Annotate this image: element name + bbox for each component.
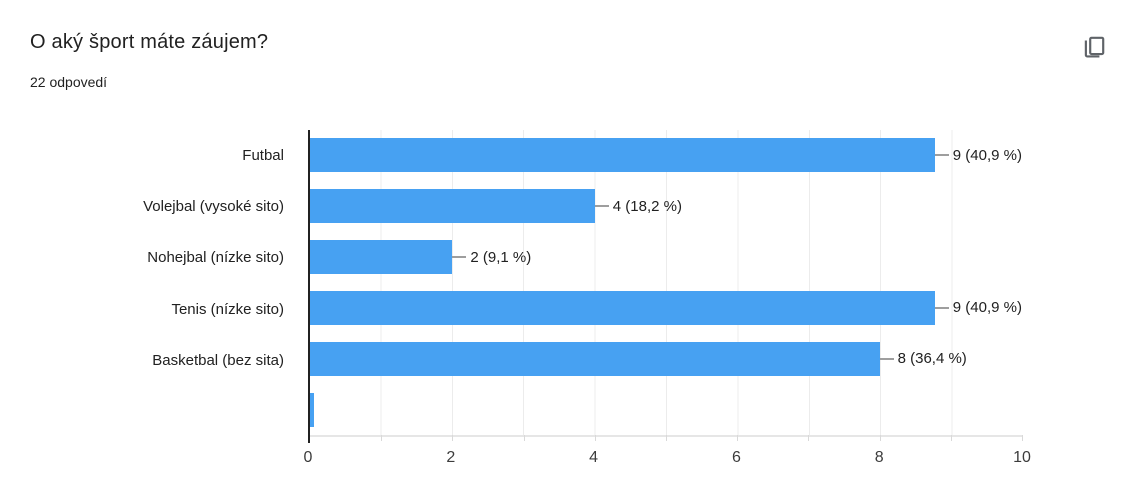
bar[interactable] [310, 189, 595, 224]
axis-tick-mark [950, 435, 952, 441]
x-axis-tick-label: 0 [303, 449, 313, 466]
responses-count: 22 odpovedí [30, 74, 108, 90]
question-title: O aký šport máte záujem? [30, 31, 269, 53]
bar[interactable] [310, 240, 453, 275]
leader-line [879, 357, 894, 360]
axis-tick-mark [1022, 435, 1023, 441]
value-label: 9 (40,9 %) [952, 299, 1022, 317]
bar-row: 9 (40,9 %) [310, 130, 1022, 181]
bar[interactable] [310, 341, 880, 376]
copy-chart-button[interactable] [1074, 28, 1114, 68]
x-axis-tick-label: 6 [731, 449, 741, 466]
category-axis-labels: Futbal Volejbal (vysoké sito) Nohejbal (ní… [0, 130, 296, 437]
category-label [0, 386, 296, 437]
bar-row: 2 (9,1 %) [310, 232, 1022, 283]
bar-row: 9 (40,9 %) [310, 282, 1022, 333]
axis-tick-mark [594, 435, 596, 441]
leader-line [452, 256, 467, 259]
bar-row: 4 (18,2 %) [310, 181, 1022, 232]
bar[interactable] [310, 392, 314, 427]
axis-tick-mark [452, 435, 454, 441]
value-label: 9 (40,9 %) [952, 146, 1022, 164]
category-label: Futbal [242, 147, 284, 165]
bar-rows: 9 (40,9 %) 4 (18,2 %) 2 (9,1 %) 9 (40,9 %) 8… [310, 130, 1022, 435]
leader-line [934, 154, 949, 157]
value-label: 8 (36,4 %) [897, 350, 967, 368]
bar-row [310, 384, 1022, 435]
category-label: Tenis (nízke sito) [171, 300, 284, 318]
bar-chart-plot-area: 9 (40,9 %) 4 (18,2 %) 2 (9,1 %) 9 (40,9 %) 8… [308, 130, 1023, 443]
category-label: Nohejbal (nízke sito) [147, 249, 284, 267]
axis-tick-mark [879, 435, 881, 441]
x-axis-tick-label: 8 [874, 449, 884, 466]
x-axis-tick-label: 2 [446, 449, 456, 466]
axis-tick-mark [737, 435, 739, 441]
category-label: Volejbal (vysoké sito) [143, 198, 284, 216]
leader-line [594, 205, 609, 208]
category-label: Basketbal (bez sita) [152, 351, 284, 369]
bar[interactable] [310, 138, 935, 173]
x-axis-tick-labels: 0 2 4 6 8 10 [304, 449, 1031, 471]
leader-line [934, 306, 949, 309]
value-label: 4 (18,2 %) [612, 197, 682, 215]
value-label: 2 (9,1 %) [470, 248, 532, 266]
axis-tick-mark [808, 435, 810, 441]
axis-tick-mark [381, 435, 383, 441]
x-axis-tick-label: 4 [589, 449, 599, 466]
bar-row: 8 (36,4 %) [310, 333, 1022, 384]
bar[interactable] [310, 290, 935, 325]
axis-tick-mark [523, 435, 525, 441]
x-axis-tick-label: 10 [1013, 449, 1031, 466]
copy-icon [1081, 34, 1107, 63]
axis-tick-mark [666, 435, 667, 441]
